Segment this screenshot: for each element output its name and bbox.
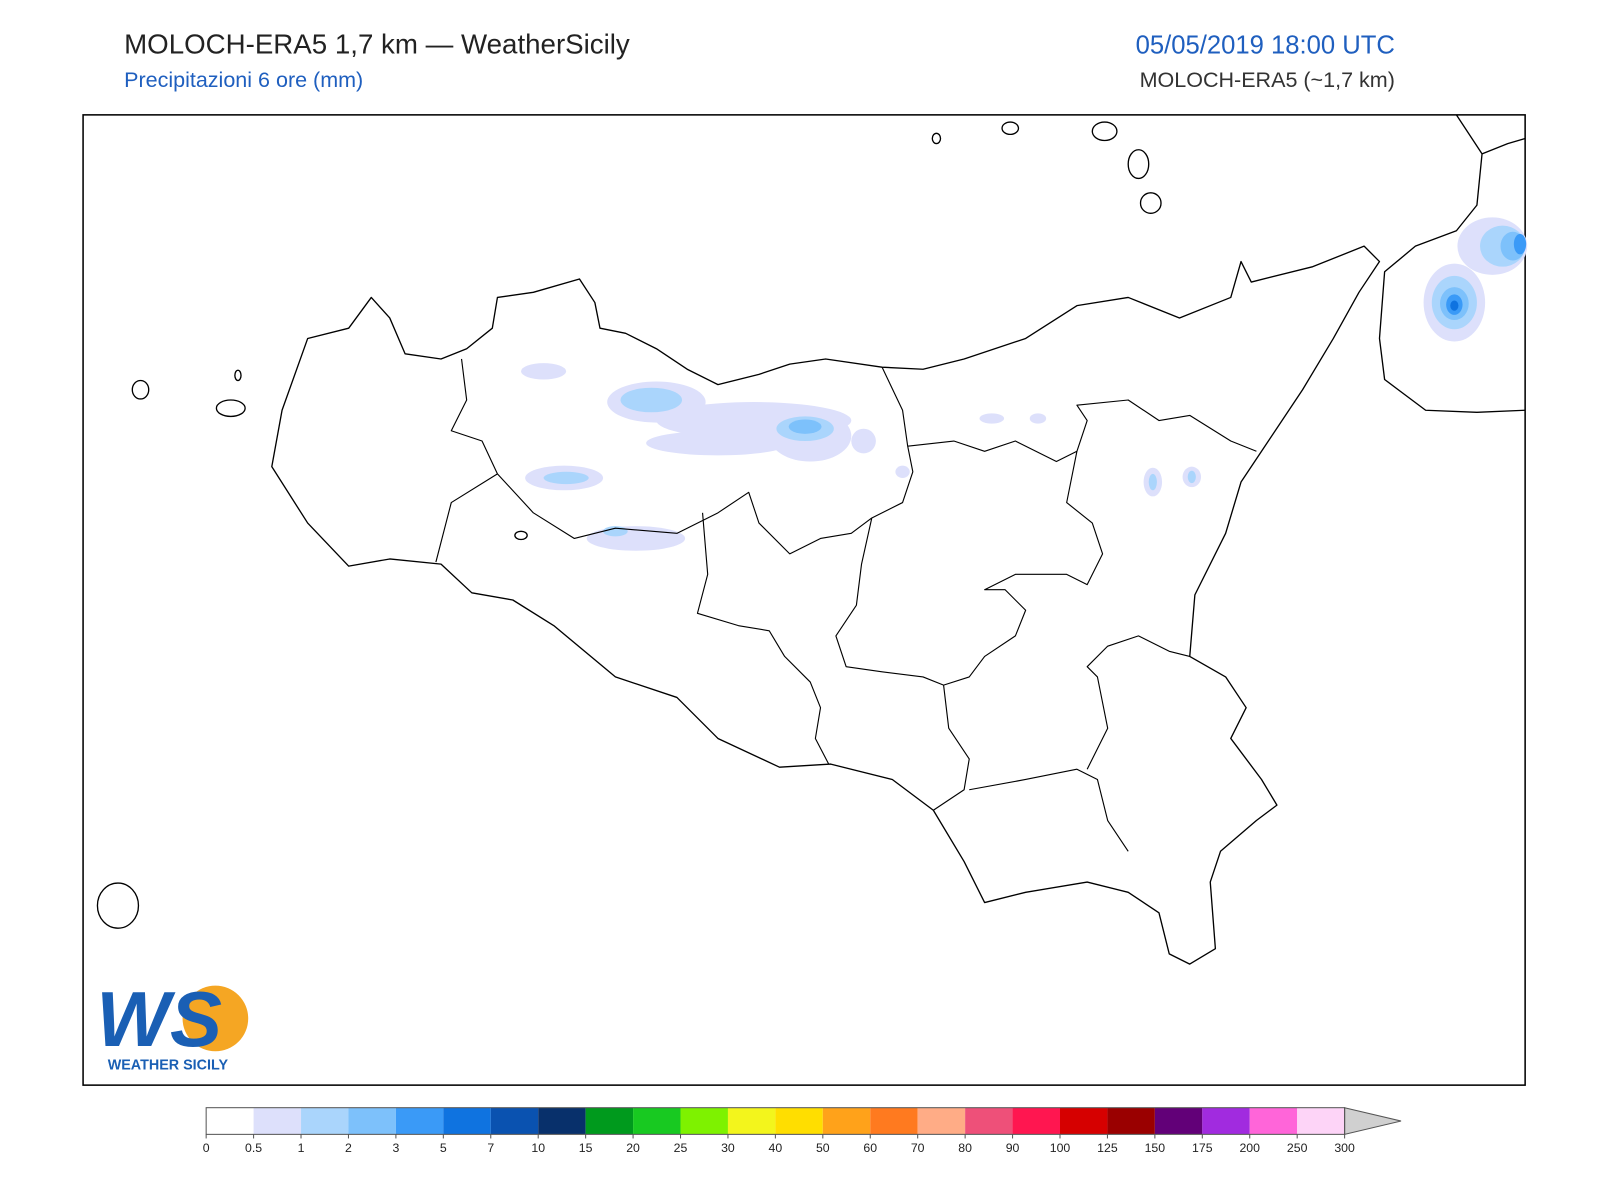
colorbar-tick-label: 10 — [531, 1141, 545, 1155]
sicily-coast — [271, 245, 1381, 965]
logo: WS WEATHER SICILY — [96, 975, 249, 1074]
logo-text: WEATHER SICILY — [108, 1058, 229, 1074]
colorbar-tick-label: 60 — [863, 1141, 877, 1155]
colorbar-tick-label: 3 — [392, 1141, 399, 1155]
colorbar-tick-label: 150 — [1145, 1141, 1166, 1155]
colorbar-segment — [633, 1107, 681, 1135]
colorbar-segment — [917, 1107, 966, 1135]
colorbar-tick-label: 250 — [1287, 1141, 1308, 1155]
colorbar-segment — [1202, 1107, 1250, 1135]
calabria-coast — [1378, 114, 1526, 413]
colorbar-tick-label: 125 — [1097, 1141, 1118, 1155]
colorbar-tick-label: 80 — [958, 1141, 972, 1155]
colorbar-segment — [727, 1107, 776, 1135]
colorbar-tick-label: 200 — [1239, 1141, 1260, 1155]
colorbar-segment — [1012, 1107, 1060, 1135]
colorbar-tick-label: 20 — [626, 1141, 640, 1155]
colorbar-tick-label: 175 — [1192, 1141, 1213, 1155]
colorbar-segment — [348, 1107, 396, 1135]
colorbar-segment — [870, 1107, 918, 1135]
colorbar-tick-label: 5 — [440, 1141, 447, 1155]
model-label: MOLOCH-ERA5 (~1,7 km) — [1140, 68, 1395, 92]
colorbar-tick-label: 300 — [1334, 1141, 1355, 1155]
colorbar-tick-label: 7 — [487, 1141, 494, 1155]
colorbar-segment — [301, 1107, 349, 1135]
colorbar-tick-label: 30 — [721, 1141, 735, 1155]
colorbar-tick-label: 2 — [345, 1141, 352, 1155]
title: MOLOCH-ERA5 1,7 km — WeatherSicily — [124, 28, 630, 59]
colorbar-segment — [1060, 1107, 1108, 1135]
colorbar-tick-label: 15 — [579, 1141, 593, 1155]
colorbar-tick-label: 70 — [911, 1141, 925, 1155]
colorbar-segment — [395, 1107, 444, 1135]
subtitle: Precipitazioni 6 ore (mm) — [124, 68, 363, 92]
colorbar-segment — [680, 1107, 728, 1135]
colorbar-tick-label: 0.5 — [245, 1141, 262, 1155]
colorbar-tick-label: 25 — [674, 1141, 688, 1155]
colorbar-tick-label: 0 — [203, 1141, 210, 1155]
colorbar-segment — [1297, 1107, 1345, 1135]
colorbar-segment — [1107, 1107, 1155, 1135]
colorbar-segment — [965, 1107, 1013, 1135]
colorbar-tick-label: 90 — [1006, 1141, 1020, 1155]
datetime: 05/05/2019 18:00 UTC — [1136, 31, 1395, 59]
colorbar-segment — [253, 1107, 302, 1135]
islands — [96, 121, 1162, 929]
map-frame — [82, 114, 1526, 1086]
colorbar-segment — [490, 1107, 539, 1135]
colorbar-segment — [1249, 1107, 1298, 1135]
colorbar-tick-label: 50 — [816, 1141, 830, 1155]
colorbar-segment — [822, 1107, 871, 1135]
province-borders — [435, 358, 1257, 852]
colorbar-tick-label: 40 — [769, 1141, 783, 1155]
colorbar-segment — [206, 1107, 254, 1135]
colorbar-segment — [538, 1107, 586, 1135]
colorbar-segment — [443, 1107, 491, 1135]
colorbar-segment — [585, 1107, 634, 1135]
colorbar-segment — [1154, 1107, 1203, 1135]
colorbar-tick-label: 100 — [1050, 1141, 1071, 1155]
colorbar-tick-label: 1 — [298, 1141, 305, 1155]
map — [82, 114, 1528, 1086]
logo-mark: WS — [96, 975, 222, 1063]
colorbar: 0 0.5 1 2 3 5 7 10 15 20 25 30 40 50 60 70 80 90 100 125 150… — [203, 1107, 1402, 1155]
colorbar-over-arrow — [1344, 1107, 1402, 1136]
colorbar-segment — [775, 1107, 823, 1135]
